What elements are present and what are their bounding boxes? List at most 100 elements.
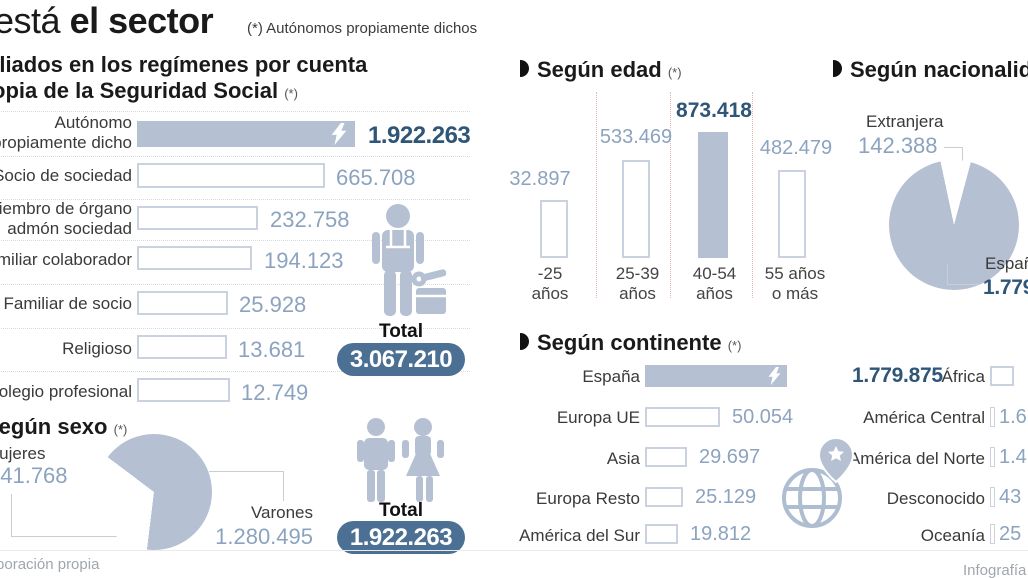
regime-bar-colegio [137,378,230,402]
continente-bar-america-central [990,407,995,427]
leader-line [209,471,283,472]
regime-label-line: Socio de sociedad [0,166,132,185]
edad-value-40-54: 873.418 [676,99,752,122]
continente-heading-mark: (*) [727,338,742,353]
edad-cat-25-39: 25-39 años [605,264,670,304]
footer-source: elaboración propia [0,556,100,573]
continente-label-america-central: América Central [863,408,985,427]
continente-bar-africa [990,366,1014,386]
continente-bar-espana [645,365,787,387]
sexo-heading-text: Según sexo [0,414,108,439]
nacionalidad-pie-chart [889,160,1019,290]
nacionalidad-espana-value: 1.779.875 [983,276,1028,299]
sexo-mujeres-label: Mujeres [0,444,46,463]
continente-bar-america-sur [645,524,678,544]
header-footnote: (*) Autónomos propiamente dichos [247,20,478,37]
regime-value-familiar-socio: 25.928 [239,292,307,317]
regime-label-familiar-colaborador: Familiar colaborador [0,250,132,270]
regime-label-miembro: Miembro de órgano admón sociedad [0,199,132,239]
edad-cat-line: 55 años [764,264,826,283]
sexo-total-label: Total [379,500,423,521]
regime-value-autonomo: 1.922.263 [368,122,471,149]
dotted-divider-vertical [670,92,671,298]
dotted-divider [0,199,470,200]
regime-bar-miembro [137,206,258,230]
regime-label-religioso: Religioso [0,339,132,359]
regime-bar-familiar-socio [137,291,228,315]
regime-bar-autonomo [137,121,355,147]
nacionalidad-heading: Según nacionalidad [833,57,1028,83]
continente-heading: Según continente (*) [520,330,741,359]
regime-value-miembro: 232.758 [270,207,350,232]
continente-label-asia: Asia [606,449,640,468]
sexo-total-badge: 1.922.263 [337,521,465,554]
continente-heading-text: Según continente [537,330,722,355]
nacionalidad-heading-text: Según nacionalidad [850,57,1028,82]
leader-line [947,284,979,285]
edad-heading: Según edad (*) [520,57,682,86]
regime-label-socio: Socio de sociedad [0,166,132,186]
continente-value-europa-resto: 25.129 [695,486,757,508]
section-bullet-icon [520,333,529,350]
continente-value-europa-ue: 50.054 [732,406,794,428]
nacionalidad-extranjera-value: 142.388 [858,133,938,158]
page-title-bold: el sector [69,0,214,41]
regime-value-socio: 665.708 [336,165,416,190]
regime-bar-religioso [137,335,227,359]
regimes-heading-line1: Afiliados en los regímenes por cuenta [0,52,368,77]
continente-bar-america-norte [990,447,995,467]
dotted-divider [0,240,470,241]
edad-value-25-39: 533.469 [599,126,673,148]
edad-bar-40-54 [698,132,728,258]
regime-value-religioso: 13.681 [238,337,306,362]
regime-bar-socio [137,163,325,188]
regime-label-line: admón sociedad [7,219,132,238]
regimes-heading-mark: (*) [284,86,298,101]
edad-heading-text: Según edad [537,57,662,82]
continente-label-europa-resto: Europa Resto [536,489,640,508]
continente-label-desconocido: Desconocido [886,489,985,508]
leader-line [283,471,284,501]
edad-cat-line: años [696,284,733,303]
edad-bar-under25 [540,200,568,258]
continente-bar-europa-ue [645,407,720,427]
man-woman-icon [352,418,448,504]
lightning-icon [331,123,347,145]
edad-cat-55plus: 55 años o más [755,264,835,304]
regime-label-line: Familiar colaborador [0,250,132,269]
sexo-pie-chart [96,434,212,550]
regime-label-line: Autónomo [54,113,133,132]
worker-icon [360,202,448,320]
regime-label-line: Religioso [62,339,132,358]
regime-value-familiar-colaborador: 194.123 [264,248,344,273]
edad-cat-under25: -25 años [520,264,580,304]
continente-label-oceania: Oceanía [920,526,985,545]
regime-label-line: Colegio profesional [0,382,132,401]
edad-bar-55plus [778,170,806,258]
sexo-varones-value: 1.280.495 [215,524,313,549]
dotted-divider [0,371,470,372]
continente-value-america-sur: 19.812 [690,523,752,545]
sexo-varones-label: Varones [250,503,313,522]
continente-bar-asia [645,447,687,467]
continente-bar-europa-resto [645,487,683,507]
continente-label-europa-ue: Europa UE [556,408,640,427]
regime-label-colegio: Colegio profesional [0,382,132,402]
continente-label-africa: África [941,367,985,386]
sexo-heading-mark: (*) [113,422,128,437]
edad-heading-mark: (*) [667,65,682,80]
footer-credit: Infografía [963,562,1027,578]
continente-value-desconocido: 43 [999,486,1022,508]
continente-label-america-norte: América del Norte [848,449,985,468]
regime-label-autonomo: Autónomo propiamente dicho [0,113,132,153]
continente-value-oceania: 25 [999,523,1022,545]
sexo-heading: Según sexo (*) [0,414,127,443]
edad-cat-line: o más [771,284,819,303]
continente-bar-oceania [990,524,995,544]
edad-cat-line: -25 [537,264,563,283]
dotted-divider [0,111,470,112]
regimes-total-badge: 3.067.210 [337,343,465,376]
regime-label-line: propiamente dicho [0,133,132,152]
edad-cat-40-54: 40-54 años [682,264,747,304]
